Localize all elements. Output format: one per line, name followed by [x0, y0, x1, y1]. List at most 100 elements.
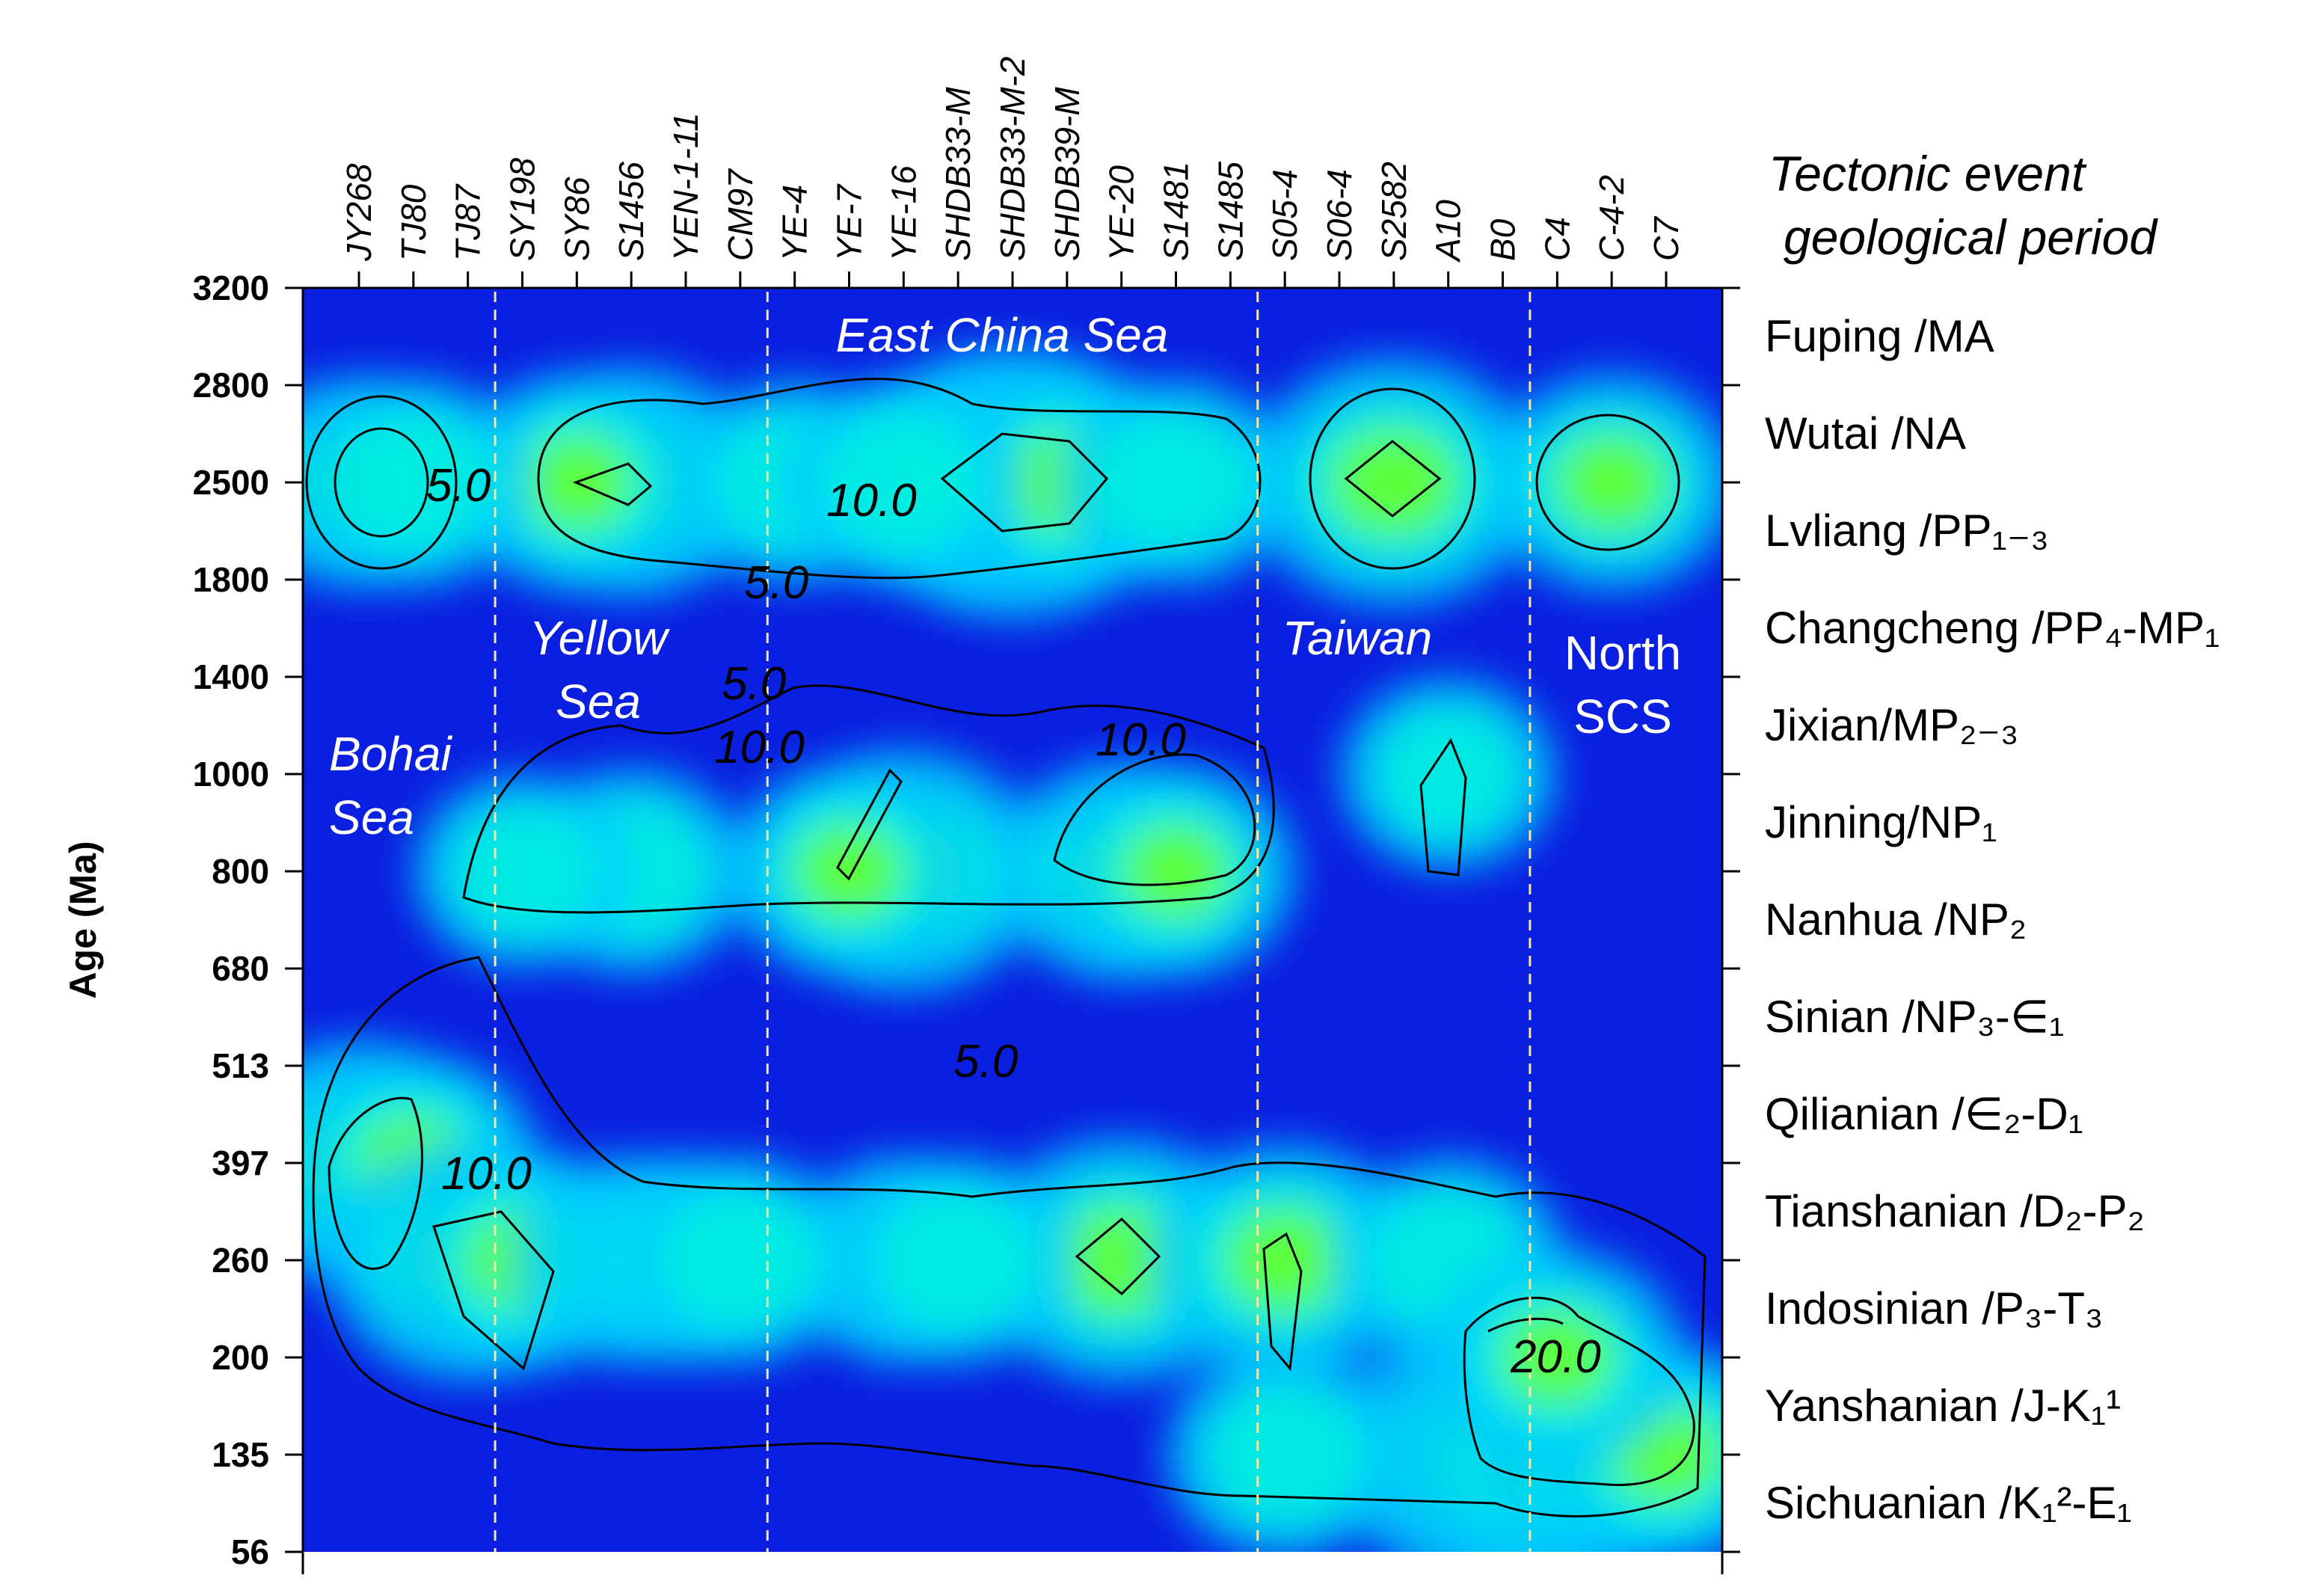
- contour-10-ye16: [836, 768, 903, 881]
- sample-label: S2582: [1374, 162, 1413, 261]
- contour-10-tj87: [432, 1210, 555, 1371]
- contour-10-north-scs: [1463, 1296, 1695, 1487]
- region-label: Sea: [556, 675, 641, 728]
- region-label: North: [1564, 626, 1682, 680]
- legend-title-line: geological period: [1784, 209, 2158, 265]
- contour-5-neoproterozoic: [462, 684, 1275, 914]
- legend-title-line: Tectonic event: [1769, 146, 2087, 201]
- tectonic-event-label: Lvliang /PP₁₋₃: [1765, 506, 2049, 556]
- sample-label: C7: [1647, 216, 1686, 261]
- contour-5-paleozoic-belt: [312, 956, 1707, 1517]
- contour-5-archean-belt: [537, 378, 1262, 580]
- y-tick-label: 260: [212, 1241, 269, 1280]
- tectonic-event-label: Jinning/NP₁: [1765, 797, 1997, 847]
- tectonic-event-label: Sichuanian /K₁²-E₁: [1765, 1478, 2132, 1528]
- contour-lines: [305, 378, 1707, 1517]
- sample-label: SHDB39-M: [1048, 87, 1087, 261]
- y-tick-label: 2800: [193, 366, 269, 405]
- density-core: [331, 409, 496, 556]
- tectonic-event-label: Qilianian /∈₂-D₁: [1765, 1089, 2083, 1139]
- density-core: [1095, 410, 1257, 555]
- density-high: [1556, 435, 1667, 530]
- contour-10-bohai-top: [334, 427, 429, 538]
- sample-label: YE-7: [830, 183, 869, 261]
- sample-label: S1456: [612, 162, 651, 261]
- tectonic-event-label: Sinian /NP₃-∈₁: [1765, 992, 2064, 1042]
- contour-label-sinian: 5.0: [953, 1036, 1018, 1087]
- contour-10-s1456: [572, 462, 653, 506]
- y-tick-label: 2500: [193, 463, 269, 502]
- sample-label: C-4-2: [1592, 175, 1631, 261]
- sample-label: SHDB33-M: [939, 87, 977, 261]
- tectonic-event-label: Indosinian /P₃-T₃: [1765, 1283, 2103, 1333]
- region-labels: Bohai Sea Yellow Sea East China Sea Taiwan Nor…: [329, 308, 1681, 844]
- sample-label: A10: [1429, 200, 1468, 263]
- sample-label: S05-4: [1265, 169, 1304, 261]
- contour-label-qilianian: 10.0: [441, 1148, 532, 1200]
- contour-label-changcheng: 5.0: [744, 557, 808, 609]
- contour-label-ye20: 10.0: [1096, 714, 1186, 766]
- sample-label: SHDB33-M-2: [993, 56, 1032, 261]
- tectonic-event-label: Tianshanian /D₂-P₂: [1765, 1186, 2145, 1236]
- contour-5-scs-top: [1535, 414, 1680, 551]
- contour-10-a10: [1419, 737, 1467, 877]
- contour-10-taiwan-top: [1344, 440, 1442, 518]
- y-tick-label: 56: [231, 1532, 269, 1571]
- y-axis-label: Age (Ma): [62, 841, 104, 998]
- y-tick-label: 1400: [193, 657, 269, 696]
- density-core: [660, 1188, 821, 1333]
- y-tick-label: 680: [212, 949, 269, 988]
- sample-label: CM97: [721, 168, 760, 261]
- region-label: Yellow: [529, 611, 671, 665]
- heatmap-area: [303, 288, 1722, 1552]
- density-field: [303, 345, 1722, 1552]
- tectonic-event-label: Yanshanian /J-K₁¹: [1765, 1381, 2121, 1431]
- y-tick-label: 1000: [193, 755, 269, 794]
- sample-label: S06-4: [1320, 169, 1359, 261]
- y-tick-label: 135: [212, 1435, 269, 1474]
- density-high: [1225, 1209, 1345, 1311]
- region-label: East China Sea: [836, 308, 1169, 362]
- y-tick-label: 397: [212, 1144, 269, 1182]
- sample-label: TJ80: [394, 184, 433, 261]
- sample-label: YE-20: [1102, 165, 1141, 261]
- contour-label-archean: 10.0: [826, 475, 917, 527]
- tectonic-event-label: Jixian/MP₂₋₃: [1765, 700, 2018, 750]
- sample-label: YE-4: [775, 185, 814, 261]
- density-core: [877, 1188, 1039, 1333]
- contour-5-taiwan-top: [1309, 387, 1476, 570]
- region-label: SCS: [1573, 690, 1672, 743]
- tectonic-event-label: Fuping /MA: [1765, 311, 1994, 361]
- density-core: [1373, 706, 1523, 842]
- sample-label: B0: [1484, 218, 1523, 261]
- age-axis: 3200 2800 2500 1800 1400 1000 800 680 513 397 260 2…: [193, 268, 304, 1574]
- contour-10-bohai-bottom: [328, 1096, 423, 1270]
- sample-label: JY268: [340, 163, 378, 262]
- region-boundaries: [494, 292, 1532, 1552]
- tectonic-event-label: Changcheng /PP₄-MP₁: [1765, 603, 2220, 653]
- y-tick-label: 3200: [193, 268, 269, 307]
- tectonic-event-label: Nanhua /NP₂: [1765, 894, 2027, 945]
- contour-20-b0: [1487, 1318, 1564, 1333]
- sample-label: YEN-1-11: [666, 112, 705, 261]
- contour-5-bohai-top: [305, 395, 458, 570]
- contour-label-jixian: 10.0: [714, 722, 805, 773]
- region-label: Taiwan: [1282, 611, 1432, 665]
- sample-label: S1485: [1211, 162, 1250, 261]
- density-core: [447, 803, 598, 939]
- sample-label: SY198: [503, 157, 542, 261]
- contour-10-ye20-paleozoic: [1075, 1217, 1161, 1296]
- contour-10-s054: [1262, 1232, 1303, 1372]
- y-tick-label: 1800: [193, 560, 269, 599]
- sample-label: SY86: [557, 177, 596, 261]
- density-high: [796, 825, 903, 918]
- sample-label: S1481: [1157, 162, 1196, 261]
- sample-axis: JY268 TJ80 TJ87 SY198 SY86 S1456 YEN-1-11 CM97 Y…: [303, 56, 1722, 289]
- contour-label-jixian-upper: 5.0: [722, 658, 786, 710]
- y-tick-label: 513: [212, 1046, 269, 1085]
- contour-label-bohai: 5.0: [426, 460, 491, 512]
- tectonic-event-axis: Tectonic event geological period Fuping /M…: [1721, 146, 2220, 1574]
- sample-label: C4: [1538, 217, 1576, 261]
- region-label: Sea: [329, 791, 414, 844]
